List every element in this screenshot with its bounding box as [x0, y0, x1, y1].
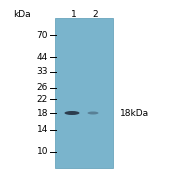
Text: 70: 70: [37, 30, 48, 39]
Text: 1: 1: [71, 10, 77, 19]
Text: 14: 14: [37, 125, 48, 134]
Text: 44: 44: [37, 53, 48, 62]
Text: 18: 18: [37, 109, 48, 118]
Ellipse shape: [64, 111, 80, 115]
Text: 10: 10: [37, 147, 48, 156]
Text: 22: 22: [37, 94, 48, 103]
Text: 2: 2: [92, 10, 98, 19]
Text: 26: 26: [37, 84, 48, 93]
Text: kDa: kDa: [13, 10, 31, 19]
Ellipse shape: [87, 111, 98, 114]
Text: 18kDa: 18kDa: [120, 109, 149, 118]
Bar: [55, 18, 113, 168]
Text: 33: 33: [37, 68, 48, 76]
